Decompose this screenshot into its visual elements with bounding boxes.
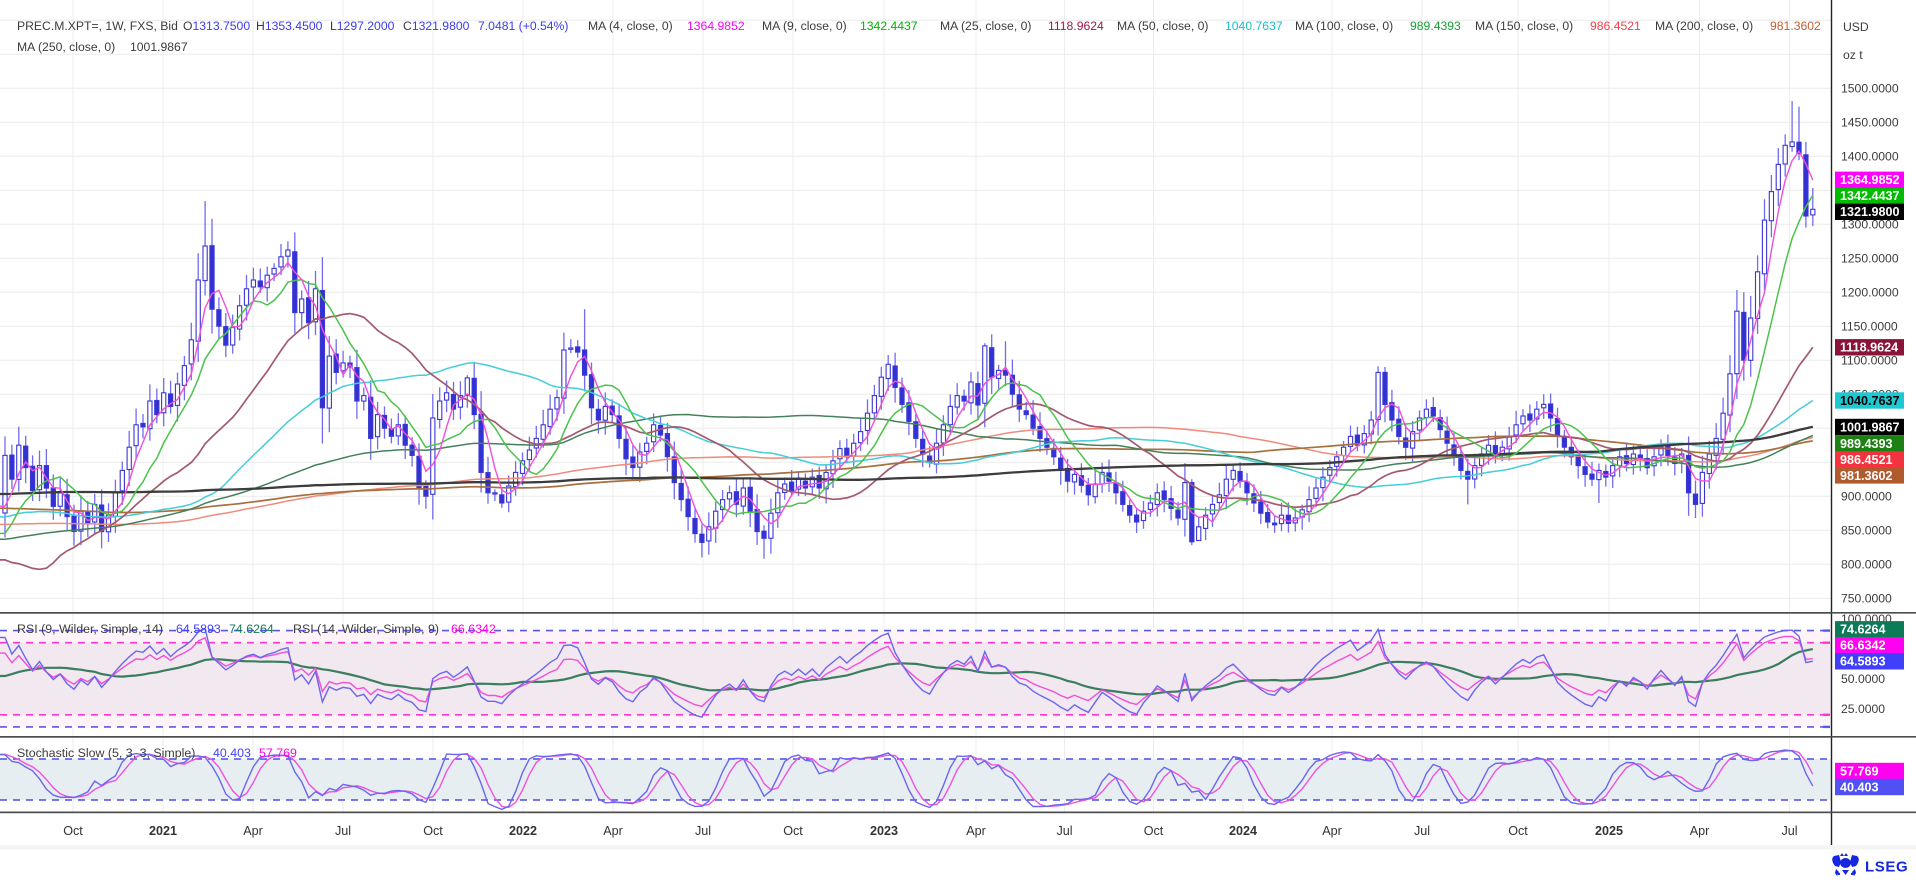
svg-text:1400.0000: 1400.0000 bbox=[1841, 149, 1899, 163]
svg-text:Apr: Apr bbox=[603, 824, 623, 838]
svg-text:LSEG: LSEG bbox=[1865, 859, 1908, 876]
svg-text:74.6264: 74.6264 bbox=[229, 622, 274, 636]
svg-text:L1297.2000: L1297.2000 bbox=[330, 19, 395, 33]
svg-text:O1313.7500: O1313.7500 bbox=[183, 19, 250, 33]
svg-text:64.5893: 64.5893 bbox=[176, 622, 221, 636]
svg-text:Oct: Oct bbox=[1508, 824, 1528, 838]
svg-text:Oct: Oct bbox=[63, 824, 83, 838]
svg-text:RSI (14, Wilder, Simple, 9): RSI (14, Wilder, Simple, 9) bbox=[293, 622, 439, 636]
svg-text:Stochastic Slow (5, 3, 3, Simp: Stochastic Slow (5, 3, 3, Simple) bbox=[17, 746, 195, 760]
svg-text:2024: 2024 bbox=[1229, 824, 1257, 838]
svg-text:1150.0000: 1150.0000 bbox=[1841, 319, 1898, 333]
svg-text:MA (250, close, 0): MA (250, close, 0) bbox=[17, 40, 115, 54]
svg-text:50.0000: 50.0000 bbox=[1841, 672, 1885, 686]
svg-text:1500.0000: 1500.0000 bbox=[1841, 81, 1899, 95]
svg-text:Apr: Apr bbox=[243, 824, 263, 838]
svg-text:MA (200, close, 0): MA (200, close, 0) bbox=[1655, 19, 1753, 33]
svg-text:1040.7637: 1040.7637 bbox=[1840, 394, 1900, 408]
svg-text:Apr: Apr bbox=[1322, 824, 1342, 838]
svg-text:1342.4437: 1342.4437 bbox=[1840, 189, 1900, 203]
svg-text:7.0481 (+0.54%): 7.0481 (+0.54%) bbox=[478, 19, 568, 33]
svg-text:66.6342: 66.6342 bbox=[451, 622, 496, 636]
svg-text:981.3602: 981.3602 bbox=[1840, 469, 1893, 483]
svg-text:64.5893: 64.5893 bbox=[1840, 655, 1886, 669]
svg-text:Oct: Oct bbox=[783, 824, 803, 838]
svg-text:989.4393: 989.4393 bbox=[1840, 437, 1893, 451]
svg-text:2023: 2023 bbox=[870, 824, 898, 838]
svg-text:Oct: Oct bbox=[423, 824, 443, 838]
svg-text:57.769: 57.769 bbox=[1840, 764, 1879, 778]
svg-text:USD: USD bbox=[1843, 20, 1869, 34]
svg-text:25.0000: 25.0000 bbox=[1841, 702, 1885, 716]
svg-text:oz t: oz t bbox=[1843, 48, 1863, 62]
svg-text:981.3602: 981.3602 bbox=[1770, 19, 1821, 33]
svg-text:1200.0000: 1200.0000 bbox=[1841, 285, 1899, 299]
svg-text:1364.9852: 1364.9852 bbox=[687, 19, 745, 33]
svg-text:Jul: Jul bbox=[1781, 824, 1797, 838]
svg-text:1001.9867: 1001.9867 bbox=[1840, 420, 1900, 434]
svg-text:Oct: Oct bbox=[1144, 824, 1164, 838]
svg-text:989.4393: 989.4393 bbox=[1410, 19, 1461, 33]
svg-text:Apr: Apr bbox=[966, 824, 986, 838]
svg-text:Apr: Apr bbox=[1690, 824, 1710, 838]
svg-text:800.0000: 800.0000 bbox=[1841, 557, 1892, 571]
svg-text:66.6342: 66.6342 bbox=[1840, 639, 1886, 653]
svg-text:Jul: Jul bbox=[335, 824, 351, 838]
svg-text:2022: 2022 bbox=[509, 824, 537, 838]
svg-text:1250.0000: 1250.0000 bbox=[1841, 251, 1899, 265]
svg-text:RSI (9, Wilder, Simple, 14): RSI (9, Wilder, Simple, 14) bbox=[17, 622, 163, 636]
svg-text:1118.9624: 1118.9624 bbox=[1840, 341, 1898, 355]
svg-text:986.4521: 986.4521 bbox=[1840, 453, 1893, 467]
svg-text:Jul: Jul bbox=[1056, 824, 1072, 838]
svg-text:MA (50, close, 0): MA (50, close, 0) bbox=[1117, 19, 1208, 33]
svg-text:850.0000: 850.0000 bbox=[1841, 523, 1892, 537]
svg-text:750.0000: 750.0000 bbox=[1841, 591, 1892, 605]
svg-text:1342.4437: 1342.4437 bbox=[860, 19, 918, 33]
svg-text:40.403: 40.403 bbox=[213, 746, 251, 760]
svg-text:1040.7637: 1040.7637 bbox=[1225, 19, 1283, 33]
svg-text:Jul: Jul bbox=[695, 824, 711, 838]
svg-text:1450.0000: 1450.0000 bbox=[1841, 115, 1899, 129]
svg-text:H1353.4500: H1353.4500 bbox=[256, 19, 323, 33]
svg-text:1001.9867: 1001.9867 bbox=[130, 40, 188, 54]
svg-text:986.4521: 986.4521 bbox=[1590, 19, 1641, 33]
svg-text:Jul: Jul bbox=[1414, 824, 1430, 838]
svg-text:1321.9800: 1321.9800 bbox=[1840, 205, 1900, 219]
svg-text:1118.9624: 1118.9624 bbox=[1048, 19, 1104, 33]
svg-text:PREC.M.XPT=, 1W, FXS, Bid: PREC.M.XPT=, 1W, FXS, Bid bbox=[17, 19, 178, 33]
svg-text:1364.9852: 1364.9852 bbox=[1840, 173, 1900, 187]
svg-text:900.0000: 900.0000 bbox=[1841, 489, 1892, 503]
svg-text:MA (4, close, 0): MA (4, close, 0) bbox=[588, 19, 673, 33]
svg-text:MA (100, close, 0): MA (100, close, 0) bbox=[1295, 19, 1393, 33]
svg-text:2021: 2021 bbox=[149, 824, 177, 838]
svg-text:40.403: 40.403 bbox=[1840, 780, 1879, 794]
svg-text:MA (25, close, 0): MA (25, close, 0) bbox=[940, 19, 1031, 33]
svg-text:74.6264: 74.6264 bbox=[1840, 623, 1886, 637]
svg-text:C1321.9800: C1321.9800 bbox=[403, 19, 470, 33]
svg-text:2025: 2025 bbox=[1595, 824, 1623, 838]
svg-text:MA (9, close, 0): MA (9, close, 0) bbox=[762, 19, 847, 33]
svg-text:MA (150, close, 0): MA (150, close, 0) bbox=[1475, 19, 1573, 33]
svg-text:57.769: 57.769 bbox=[259, 746, 297, 760]
